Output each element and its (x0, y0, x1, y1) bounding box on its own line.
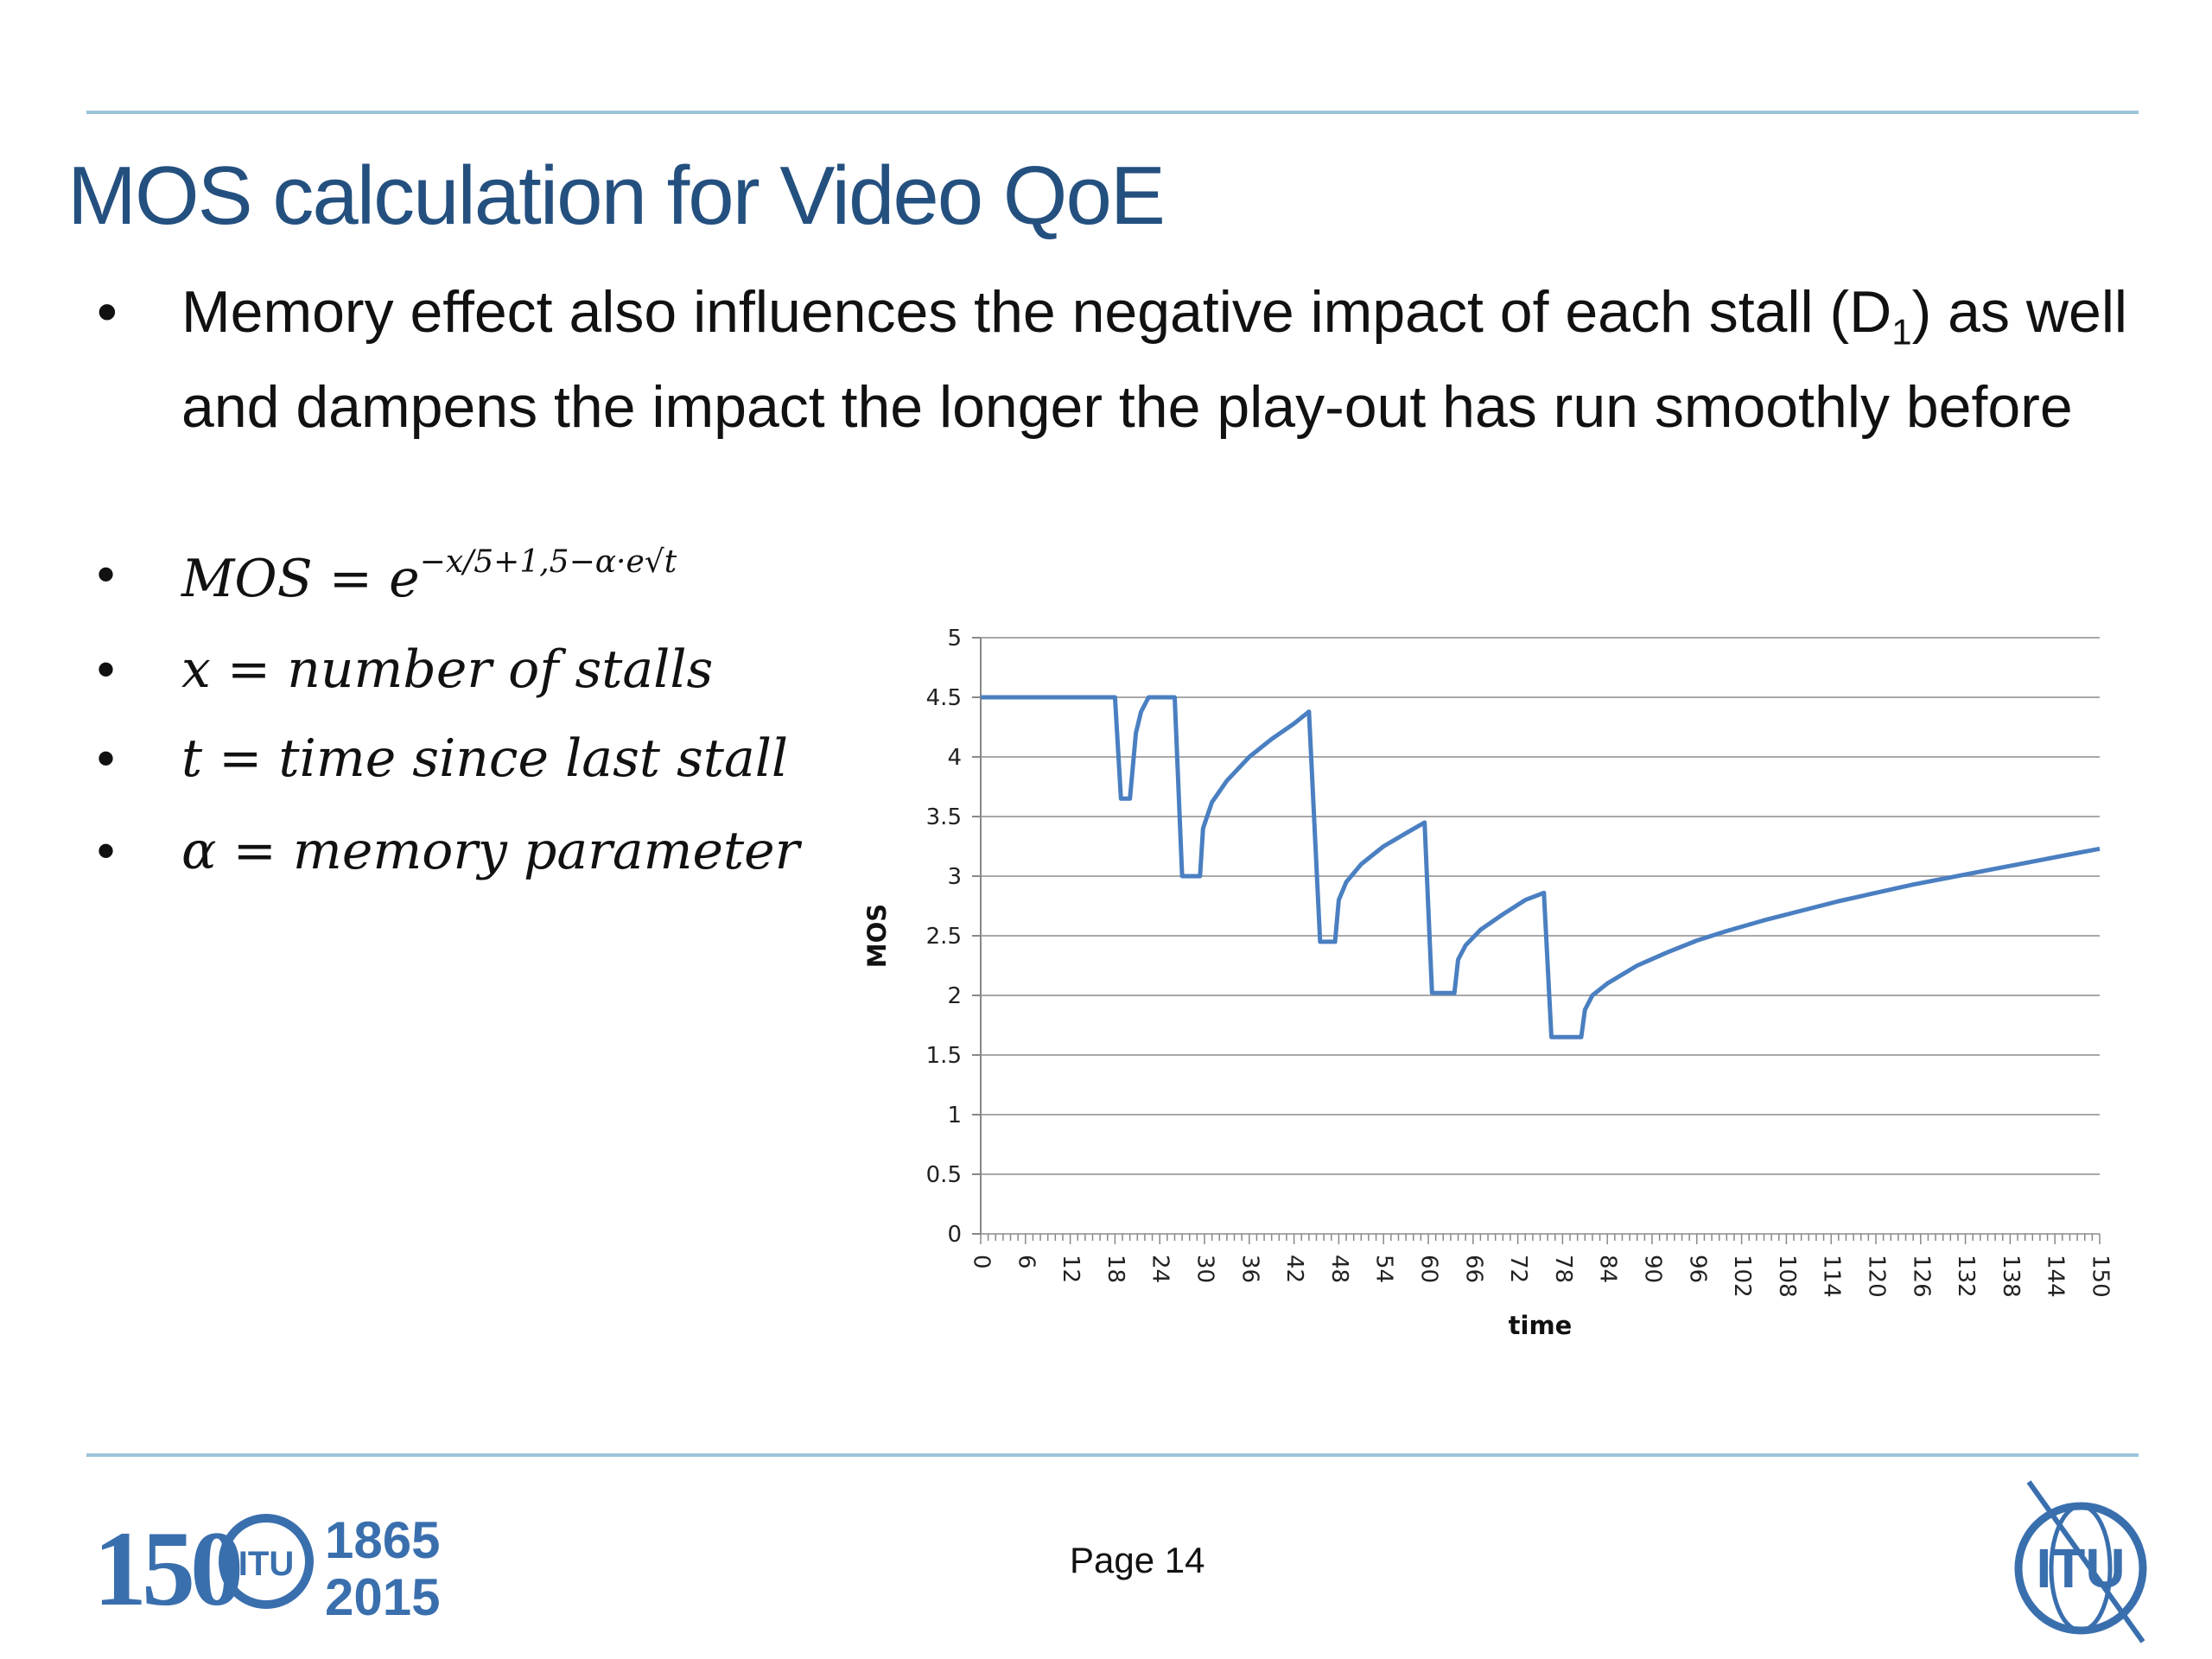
definition-alpha: • α = memory parameter (86, 821, 916, 899)
logo-emblem-text: ITU (238, 1545, 294, 1583)
x-tick-label: 12 (1058, 1255, 1084, 1283)
x-tick-label: 108 (1774, 1255, 1800, 1298)
x-tick-label: 0 (969, 1255, 995, 1269)
y-tick-label: 0 (947, 1222, 962, 1248)
mos-series-line (981, 695, 2101, 1039)
formula: MOS = e−x/5+1,5−α·e√t (181, 544, 677, 609)
slide-title: MOS calculation for Video QoE (67, 149, 1166, 242)
x-tick-label: 24 (1147, 1255, 1173, 1283)
formula-exponent: −x/5+1,5−α·e√t (419, 544, 677, 580)
bullet-text-after: ) as well and dampens the impact the lon… (181, 279, 2128, 440)
bullet-text-before: Memory effect also influences the negati… (181, 279, 1892, 345)
x-tick-label: 132 (1953, 1255, 1979, 1298)
x-tick-label: 90 (1640, 1255, 1666, 1283)
definition-text: t = time since last stall (181, 728, 789, 789)
bottom-rule (86, 1453, 2139, 1457)
y-tick-label: 3 (947, 864, 962, 890)
y-tick-label: 4.5 (926, 685, 962, 711)
itu-150-anniversary-logo: 150 ITU 1865 2015 (93, 1510, 439, 1628)
definition-stalls: • x = number of stalls (86, 639, 916, 717)
y-tick-label: 5 (947, 626, 962, 652)
chart-grid (972, 637, 2101, 1244)
x-tick-label: 120 (1864, 1255, 1890, 1298)
x-tick-label: 78 (1550, 1255, 1576, 1283)
bullet-text: Memory effect also influences the negati… (181, 275, 2203, 444)
y-tick-label: 1 (947, 1103, 962, 1128)
x-tick-label: 114 (1819, 1255, 1845, 1298)
x-tick-label: 84 (1595, 1255, 1621, 1283)
formula-bullet: • MOS = e−x/5+1,5−α·e√t (86, 544, 916, 622)
logo-year-bottom: 2015 (325, 1568, 439, 1626)
bullet-dot: • (97, 279, 118, 345)
x-tick-label: 126 (1908, 1255, 1934, 1298)
itu-logo: ITU (2014, 1480, 2147, 1643)
y-tick-label: 3.5 (926, 804, 962, 830)
x-tick-label: 36 (1236, 1255, 1262, 1283)
x-tick-label: 30 (1192, 1255, 1218, 1283)
logo-number: 150 (93, 1510, 240, 1628)
x-tick-label: 150 (2088, 1255, 2113, 1298)
y-tick-label: 2 (947, 983, 962, 1009)
mos-chart: 0 0.5 1 1.5 2 2.5 3 3.5 4 4.5 5 0 6 12 18 24 30 36 42 48 54… (862, 626, 2113, 1340)
x-axis-label: time (1509, 1311, 1573, 1340)
itu-lightning-icon (2026, 1480, 2145, 1643)
definition-text: α = memory parameter (181, 821, 800, 881)
logo-year-top: 1865 (325, 1511, 439, 1569)
y-tick-label: 2.5 (926, 924, 962, 950)
itu-emblem-text: ITU (2036, 1537, 2125, 1599)
x-tick-label: 72 (1505, 1255, 1531, 1283)
x-tick-label: 138 (1998, 1255, 2024, 1298)
bullet-dot: • (97, 640, 116, 698)
y-tick-labels: 0 0.5 1 1.5 2 2.5 3 3.5 4 4.5 5 (926, 626, 962, 1248)
x-tick-label: 42 (1281, 1255, 1307, 1283)
x-tick-label: 18 (1103, 1255, 1128, 1283)
x-tick-label: 48 (1326, 1255, 1352, 1283)
formula-lhs: MOS = e (181, 549, 420, 609)
x-tick-label: 144 (2043, 1255, 2069, 1298)
definition-time: • t = time since last stall (86, 728, 916, 806)
chart-plot (981, 695, 2101, 1039)
y-tick-label: 0.5 (926, 1162, 962, 1188)
definition-text: x = number of stalls (181, 639, 714, 700)
itu-globe-meridian-icon (2049, 1503, 2113, 1633)
bullet-dot: • (97, 729, 116, 787)
top-rule (86, 111, 2139, 114)
y-axis-label: MOS (862, 904, 892, 968)
bullet-dot: • (97, 545, 116, 603)
x-tick-label: 6 (1013, 1255, 1039, 1269)
x-tick-label: 102 (1729, 1255, 1755, 1298)
x-tick-label: 60 (1416, 1255, 1442, 1283)
bullet-subscript: 1 (1891, 311, 1912, 353)
page-number: Page 14 (1070, 1540, 1205, 1580)
x-tick-labels: 0 6 12 18 24 30 36 42 48 54 60 66 72 78 84 90 96 102 108 11… (969, 1255, 2113, 1298)
logo-globe-icon (219, 1514, 314, 1609)
x-tick-label: 66 (1460, 1255, 1486, 1283)
y-tick-label: 4 (947, 745, 962, 771)
bullet-dot: • (97, 822, 116, 880)
y-tick-label: 1.5 (926, 1043, 962, 1069)
x-tick-label: 96 (1684, 1255, 1710, 1283)
x-tick-label: 54 (1371, 1255, 1397, 1283)
